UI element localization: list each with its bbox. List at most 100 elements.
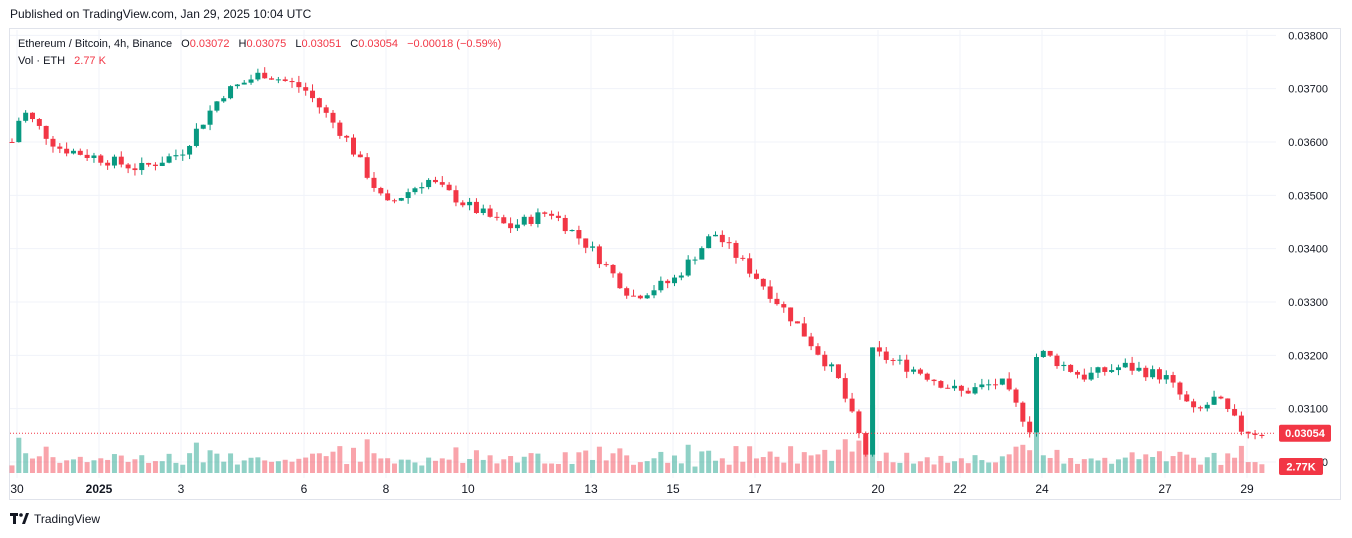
volume-bar [180, 464, 186, 473]
candle-body [542, 212, 548, 214]
candle-body [562, 217, 568, 232]
candle-body [16, 120, 22, 143]
candle-body [398, 198, 404, 201]
time-tick-label: 13 [584, 482, 598, 496]
volume-bar [487, 455, 493, 473]
candle-body [685, 259, 691, 276]
candle-body [166, 156, 172, 163]
candle-body [364, 157, 370, 178]
candle-body [924, 373, 930, 380]
volume-bar [385, 458, 391, 473]
volume-bar [1170, 456, 1176, 473]
candle-body [460, 202, 466, 206]
candle-body [603, 264, 609, 266]
volume-bar [699, 451, 705, 473]
volume-bar [152, 461, 158, 473]
candle-body [316, 98, 322, 108]
time-tick-label: 8 [383, 482, 390, 496]
candle-body [111, 156, 117, 166]
candle-body [275, 79, 281, 81]
candle-body [289, 80, 295, 83]
candle-body [870, 347, 876, 455]
volume-bar [1013, 446, 1019, 473]
candle-body [303, 87, 309, 91]
candle-body [1184, 394, 1190, 402]
candle-body [330, 112, 336, 123]
candle-body [774, 298, 780, 305]
candle-body [1204, 404, 1210, 409]
time-tick-label: 15 [666, 482, 680, 496]
price-tick-label: 0.03800 [1288, 30, 1328, 42]
candle-body [405, 192, 411, 199]
close-value: 0.03054 [358, 38, 398, 50]
candle-body [385, 193, 391, 201]
candles [9, 67, 1265, 457]
volume-bar [829, 460, 835, 473]
volume-bar [132, 459, 138, 473]
volume-bar [521, 456, 527, 473]
volume-bar [1088, 458, 1094, 473]
volume-bar [23, 453, 29, 473]
volume-bar [57, 462, 63, 473]
price-tick-label: 0.03100 [1288, 404, 1328, 416]
candle-body [876, 347, 882, 352]
candle-body [808, 336, 814, 347]
volume-bar [952, 461, 958, 473]
candle-body [938, 381, 944, 388]
candle-body [159, 162, 165, 166]
volume-bar [617, 448, 623, 473]
volume-bar [549, 463, 555, 473]
volume-bar [733, 446, 739, 473]
candle-body [726, 242, 732, 244]
volume-bar [1020, 444, 1026, 473]
price-axis: 0.03800 0.03700 0.03600 0.03500 0.03400 0.033… [1288, 30, 1328, 469]
last-volume-value: 2.77K [1286, 462, 1315, 474]
candle-body [494, 216, 500, 218]
candle-body [514, 224, 520, 229]
volume-bar [405, 459, 411, 473]
candle-body [1020, 402, 1026, 422]
volume-bar [965, 463, 971, 473]
candle-body [1034, 357, 1039, 433]
volume-bar [77, 456, 83, 473]
volume-bar [50, 457, 56, 473]
candle-body [214, 101, 220, 111]
volume-bar [159, 461, 165, 473]
chart-frame[interactable] [9, 28, 1341, 500]
candle-body [64, 148, 70, 154]
volume-bar [84, 462, 90, 473]
candle-body [883, 351, 889, 360]
volume-bar [1109, 463, 1115, 473]
candle-body [993, 384, 999, 386]
volume-bars [9, 405, 1265, 473]
candle-body [221, 98, 227, 102]
candle-body [521, 216, 527, 225]
candle-body [378, 187, 384, 194]
volume-bar [364, 439, 370, 473]
candle-body [1095, 367, 1101, 373]
price-tick-label: 0.03400 [1288, 244, 1328, 256]
volume-bar [1197, 464, 1203, 473]
volume-bar [460, 462, 466, 473]
candle-body [829, 364, 835, 367]
candle-body [1156, 369, 1162, 380]
volume-bar [897, 462, 903, 473]
candle-body [234, 84, 240, 87]
high-value: 0.03075 [246, 38, 287, 50]
candle-body [57, 146, 63, 149]
candle-body [1047, 350, 1053, 356]
volume-bar [747, 446, 753, 473]
volume-bar [1081, 459, 1087, 473]
volume-bar [412, 462, 418, 473]
volume-bar [801, 452, 807, 473]
candle-body [658, 280, 664, 291]
volume-bar [289, 461, 295, 473]
time-tick-label: 27 [1158, 482, 1172, 496]
volume-bar [979, 460, 985, 473]
volume-bar [371, 453, 377, 473]
candle-body [1197, 407, 1203, 409]
candle-body [788, 307, 794, 322]
volume-bar [856, 440, 862, 473]
candle-body [480, 208, 486, 214]
